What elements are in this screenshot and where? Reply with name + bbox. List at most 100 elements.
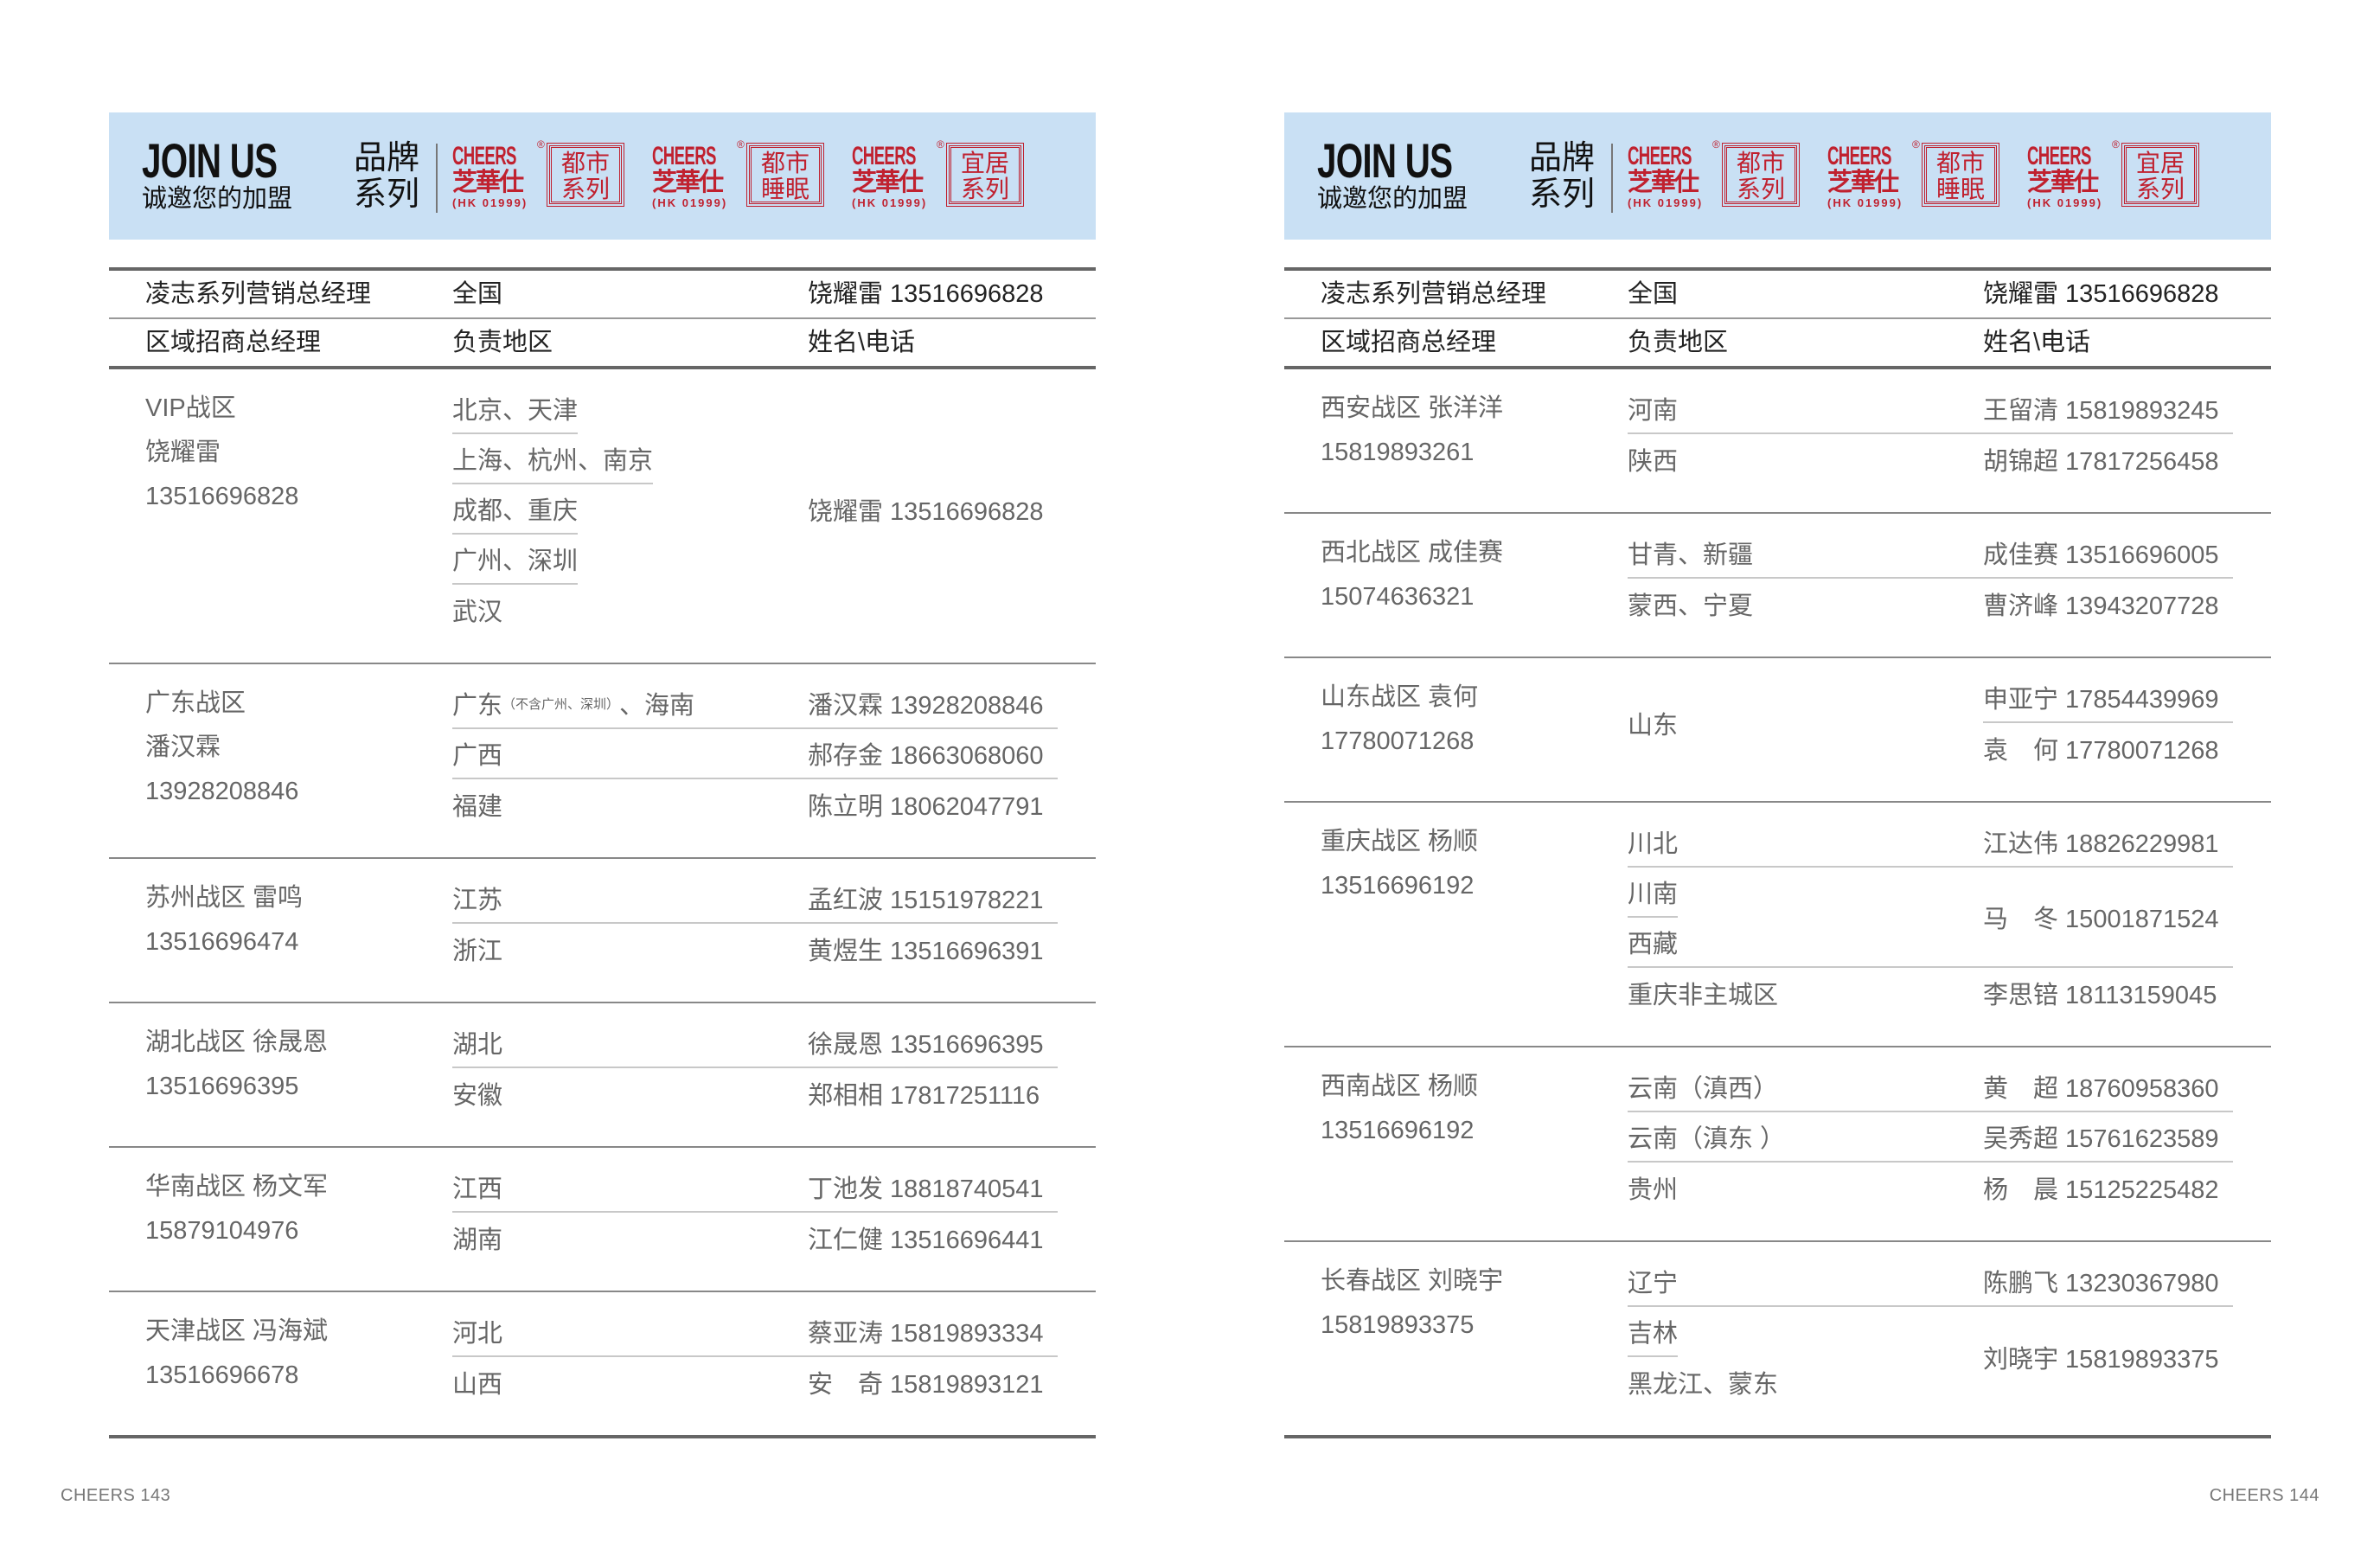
header-cell: 饶耀雷 13516696828 [1983, 280, 2219, 308]
region-cell: 江西 [452, 1163, 808, 1213]
logo-wordmark: CHEERS [652, 142, 716, 170]
page-number: CHEERS 143 [61, 1486, 171, 1505]
series-stamp-text: 都市 [560, 150, 610, 176]
region-section: 苏州战区 雷鸣 13516696474 江苏 浙江 孟红波 15151978221 黄煜生… [109, 859, 1096, 1003]
contact-cell: 李思锫 18113159045 [1983, 982, 2217, 1009]
header-row: 区域招商总经理 负责地区 姓名\电话 [109, 317, 1096, 366]
header-cell: 负责地区 [1628, 329, 1729, 356]
contact-cell: 蔡亚涛 15819893334 [808, 1307, 1058, 1357]
region-cell: 武汉 [452, 585, 808, 635]
section-manager: 苏州战区 雷鸣 13516696474 [145, 876, 303, 964]
manager-line: 15819893261 [1321, 439, 1475, 466]
region-cell: 浙江 [452, 924, 808, 974]
region-name: 广东 （不含广州、深圳） 、海南 [452, 679, 694, 727]
region-name: 云南（滇西） [1628, 1062, 1778, 1111]
region-section: 天津战区 冯海斌 13516696678 河北 山西 蔡亚涛 15819893334 安 … [109, 1292, 1096, 1438]
region-name: 黑龙江、蒙东 [1628, 1357, 1778, 1407]
region-contact-grid: 河南 陕西 王留清 15819893245 胡锦超 17817256458 [1628, 384, 2233, 484]
manager-line: 西安战区 张洋洋 [1321, 394, 1504, 422]
contact-cell: 杨 晨 15125225482 [1983, 1176, 2219, 1204]
region-name: 山西 [452, 1357, 502, 1407]
header-row: 凌志系列营销总经理 全国 饶耀雷 13516696828 [1284, 271, 2271, 317]
region-name: 西藏 [1628, 918, 1678, 966]
region-cell: 河南 [1628, 384, 1983, 434]
region-text: 湖南 [452, 1227, 503, 1254]
series-stamp: 宜居 系列 [2121, 143, 2199, 207]
region-section: 西北战区 成佳赛 15074636321 甘青、新疆 蒙西、宁夏 成佳赛 1351669… [1284, 514, 2271, 658]
series-stamp-text: 睡眠 [1935, 176, 1985, 202]
region-section: 山东战区 袁何 17780071268 山东 申亚宁 17854439969 袁 何 1… [1284, 658, 2271, 803]
region-cell: 辽宁 [1628, 1257, 1983, 1307]
stock-code: (HK 01999) [852, 196, 928, 209]
region-cell: 湖南 [452, 1213, 808, 1263]
region-name: 武汉 [452, 585, 502, 635]
region-contact-grid: 河北 山西 蔡亚涛 15819893334 安 奇 15819893121 [452, 1307, 1058, 1407]
region-text: 福建 [452, 793, 503, 821]
region-name: 上海、杭州、南京 [452, 434, 654, 484]
manager-line: 13516696828 [145, 483, 299, 510]
contact-cell: 袁 何 17780071268 [1983, 737, 2219, 765]
region-cell: 福建 [452, 779, 808, 830]
header-cell: 饶耀雷 13516696828 [808, 280, 1044, 308]
region-name: 陕西 [1628, 434, 1678, 484]
region-cell: 吉林 [1628, 1307, 1983, 1357]
region-text: 山东 [1628, 712, 1679, 740]
region-contact-grid: 江苏 浙江 孟红波 15151978221 黄煜生 13516696391 [452, 874, 1058, 974]
region-text: 辽宁 [1628, 1270, 1679, 1297]
contact-cell: 安 奇 15819893121 [808, 1371, 1044, 1399]
table-header: 凌志系列营销总经理 全国 饶耀雷 13516696828 区域招商总经理 负责地区 姓名\… [109, 267, 1096, 369]
header-cell: 区域招商总经理 [1321, 329, 1497, 356]
region-name: 湖南 [452, 1213, 502, 1263]
region-text: 江西 [452, 1175, 503, 1203]
series-stamp-text: 系列 [560, 176, 610, 202]
manager-line: 13928208846 [145, 778, 299, 805]
manager-line: 13516696474 [145, 928, 299, 956]
region-cell: 江苏 [452, 874, 808, 924]
region-contact-grid: 云南（滇西） 云南（滇东 ） 贵州 黄 超 18760958360 吴秀超 157616… [1628, 1062, 2233, 1213]
series-stamp-text: 宜居 [960, 150, 1009, 176]
region-section: 西安战区 张洋洋 15819893261 河南 陕西 王留清 15819893245 胡锦… [1284, 369, 2271, 514]
manager-line: 13516696678 [145, 1361, 299, 1389]
manager-line: 华南战区 杨文军 [145, 1173, 329, 1201]
join-us-title: JOIN US [1317, 133, 1453, 188]
region-text: 广州、深圳 [452, 548, 579, 575]
logo-chinese-name: 芝華仕 [1827, 169, 1899, 196]
region-cell: 广西 [452, 729, 808, 779]
region-text: 云南（滇东 ） [1628, 1125, 1786, 1153]
region-text: 云南（滇西） [1628, 1075, 1779, 1103]
region-name: 江苏 [452, 874, 502, 922]
manager-line: 15074636321 [1321, 583, 1475, 611]
series-stamp: 都市 睡眠 [746, 143, 824, 207]
region-name: 重庆非主城区 [1628, 968, 1778, 1018]
cheers-logo: CHEERS ® 芝華仕 (HK 01999) 都市 睡眠 [652, 138, 834, 213]
manager-line: 饶耀雷 [145, 439, 221, 466]
section-manager: 重庆战区 杨顺 13516696192 [1321, 820, 1478, 908]
header-cell: 全国 [452, 280, 503, 308]
region-name: 成都、重庆 [452, 484, 579, 535]
section-manager: 山东战区 袁何 17780071268 [1321, 676, 1478, 764]
region-section: 重庆战区 杨顺 13516696192 川北 川南 西藏 重庆非主城区 江达伟 188262… [1284, 803, 2271, 1047]
series-stamp-text: 系列 [1736, 176, 1785, 202]
registered-mark: ® [737, 138, 745, 151]
contact-cell: 曹济峰 13943207728 [1983, 593, 2219, 620]
region-cell: 甘青、新疆 [1628, 528, 1983, 579]
page-1: JOIN US 诚邀您的加盟 品牌系列 CHEERS ® 芝華仕 (HK 01999) 都市系… [109, 112, 1096, 1438]
contact-cell: 胡锦超 17817256458 [1983, 448, 2219, 476]
region-text: 安徽 [452, 1082, 503, 1110]
region-text: 成都、重庆 [452, 497, 579, 525]
region-text: 重庆非主城区 [1628, 982, 1779, 1009]
region-note: （不含广州、深圳） [502, 696, 620, 712]
contact-cell: 黄 超 18760958360 [1983, 1062, 2233, 1112]
table-header: 凌志系列营销总经理 全国 饶耀雷 13516696828 区域招商总经理 负责地区 姓名\… [1284, 267, 2271, 369]
contact-cell: 郝存金 18663068060 [808, 729, 1058, 779]
region-contact-grid: 甘青、新疆 蒙西、宁夏 成佳赛 13516696005 曹济峰 13943207728 [1628, 528, 2233, 629]
region-cell: 山东 [1628, 673, 1983, 773]
region-name: 甘青、新疆 [1628, 528, 1753, 577]
region-cell: 西藏 [1628, 918, 1983, 968]
section-manager: 西南战区 杨顺 13516696192 [1321, 1065, 1478, 1153]
region-name: 川北 [1628, 817, 1678, 866]
region-cell: 成都、重庆 [452, 484, 808, 535]
manager-line: 13516696192 [1321, 872, 1475, 900]
header-cell: 全国 [1628, 280, 1679, 308]
region-cell: 蒙西、宁夏 [1628, 579, 1983, 629]
